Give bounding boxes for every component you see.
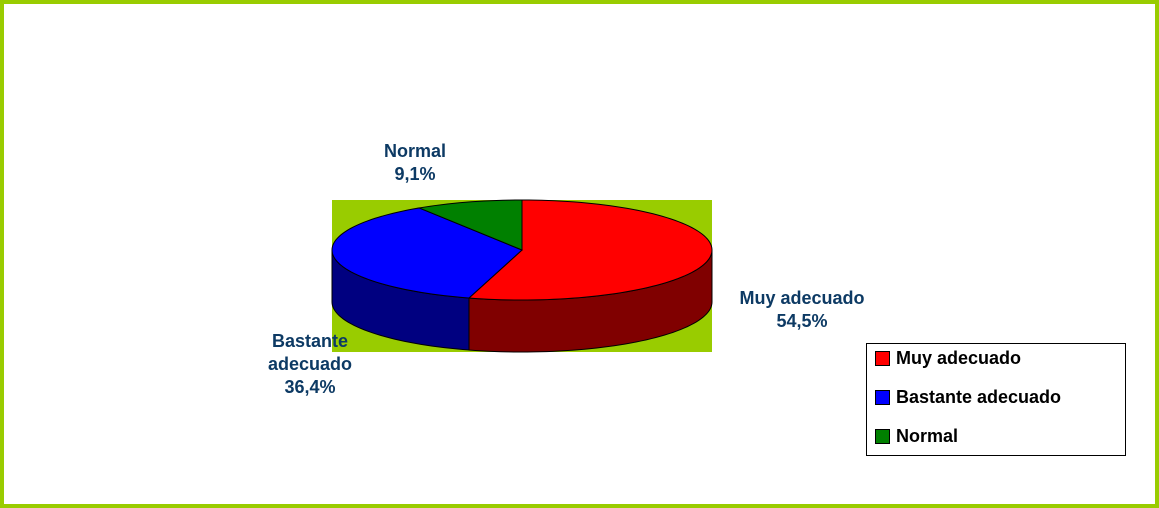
legend-swatch [875, 390, 890, 405]
data-label-value: 54,5% [776, 311, 828, 331]
data-label-name: Muy adecuado [739, 288, 865, 308]
slice [417, 199, 523, 251]
legend: Muy adecuado Bastante adecuado Normal [866, 343, 1126, 456]
slice [467, 199, 713, 301]
legend-entry: Muy adecuado [875, 348, 1021, 369]
data-label-value: 36,4% [284, 377, 336, 397]
data-label: Bastante adecuado 36,4% [250, 330, 370, 399]
legend-swatch [875, 429, 890, 444]
data-label: Normal 9,1% [315, 140, 515, 186]
slice [331, 207, 523, 299]
legend-label: Bastante adecuado [896, 387, 1062, 407]
data-label-value: 9,1% [394, 164, 436, 184]
data-label-name: Bastante adecuado [267, 331, 353, 374]
data-label: Muy adecuado 54,5% [702, 287, 902, 333]
legend-label: Normal [896, 426, 959, 446]
legend-entry: Bastante adecuado [875, 387, 1061, 408]
legend-swatch [875, 351, 890, 366]
data-label-name: Normal [383, 141, 446, 161]
legend-entry: Normal [875, 426, 958, 447]
legend-label: Muy adecuado [896, 348, 1022, 368]
